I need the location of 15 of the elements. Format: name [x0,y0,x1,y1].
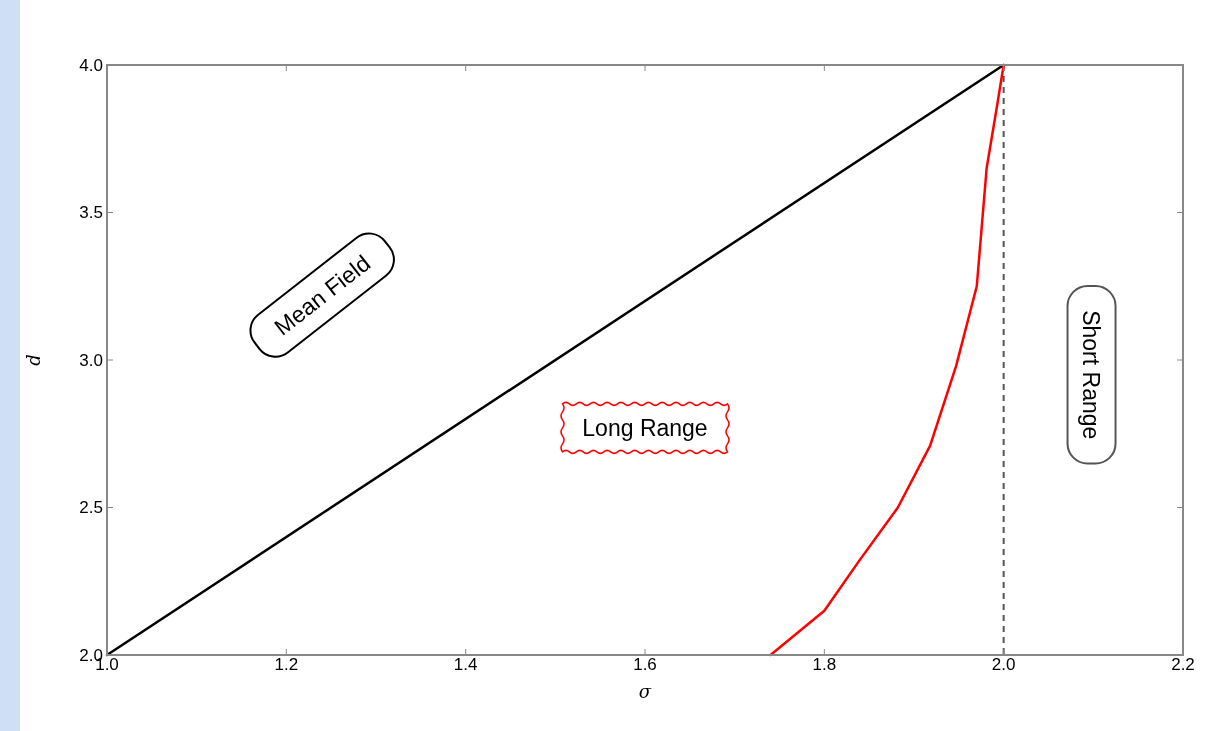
annotation: Short Range [1078,310,1105,440]
y-axis-title: d [23,354,44,366]
x-tick-label: 1.6 [633,655,657,674]
x-tick-label: 2.2 [1171,655,1195,674]
annotation: Long Range [582,414,708,441]
x-tick-label: 1.4 [453,655,478,674]
x-tick-label: 1.8 [812,655,837,674]
x-axis-title: σ [638,681,652,702]
line-series [769,63,1005,657]
y-tick-label: 3.5 [79,203,103,223]
y-tick-label: 2.5 [79,498,103,518]
x-tick-label: 1.2 [274,655,299,674]
y-tick-label: 3.0 [79,350,103,370]
y-tick-label: 4.0 [79,55,103,75]
x-tick-label: 2.0 [991,655,1016,674]
